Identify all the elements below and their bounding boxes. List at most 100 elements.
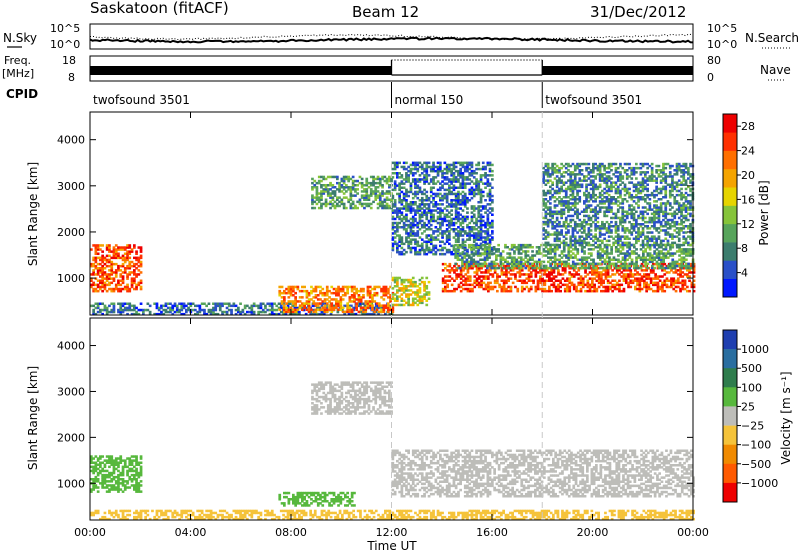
heatmap-cell — [492, 252, 496, 255]
heatmap-cell — [268, 304, 272, 308]
heatmap-cell — [365, 190, 369, 193]
heatmap-cell — [481, 207, 485, 210]
heatmap-cell — [487, 287, 490, 291]
heatmap-cell — [468, 236, 472, 239]
heatmap-cell — [441, 180, 444, 183]
heatmap-cell — [597, 279, 601, 282]
heatmap-cell — [358, 202, 362, 206]
heatmap-cell — [434, 246, 438, 250]
heatmap-cell — [595, 289, 599, 293]
heatmap-cell — [562, 164, 566, 168]
heatmap-cell — [513, 250, 516, 253]
heatmap-cell — [409, 228, 413, 231]
heatmap-cell — [484, 283, 488, 287]
heatmap-cell — [686, 273, 689, 276]
heatmap-cell — [402, 289, 406, 292]
heatmap-cell — [486, 217, 490, 221]
heatmap-cell — [642, 256, 645, 259]
heatmap-cell — [407, 190, 410, 194]
heatmap-cell — [612, 237, 615, 240]
heatmap-cell — [616, 208, 620, 211]
heatmap-cell — [331, 204, 335, 208]
heatmap-cell — [402, 285, 406, 288]
heatmap-cell — [246, 304, 249, 308]
heatmap-cell — [587, 235, 591, 238]
heatmap-cell — [560, 229, 563, 232]
heatmap-cell — [672, 283, 676, 287]
heatmap-cell — [180, 304, 184, 308]
heatmap-cell — [443, 192, 447, 196]
heatmap-cell — [128, 271, 132, 274]
heatmap-cell — [135, 258, 138, 262]
heatmap-cell — [448, 262, 452, 266]
heatmap-cell — [454, 199, 458, 202]
heatmap-cell — [325, 308, 329, 311]
heatmap-cell — [598, 239, 602, 243]
heatmap-cell — [457, 236, 460, 239]
heatmap-cell — [654, 275, 657, 278]
heatmap-cell — [472, 176, 476, 179]
heatmap-cell — [585, 206, 588, 209]
heatmap-cell — [182, 312, 186, 316]
heatmap-cell — [336, 198, 339, 201]
heatmap-cell — [481, 243, 485, 247]
heatmap-cell — [528, 246, 532, 249]
heatmap-cell — [477, 161, 481, 165]
heatmap-cell — [531, 258, 534, 261]
heatmap-cell — [278, 308, 282, 311]
heatmap-cell — [592, 266, 595, 270]
heatmap-cell — [692, 279, 696, 282]
heatmap-cell — [506, 256, 509, 259]
heatmap-cell — [221, 310, 224, 314]
heatmap-cell — [542, 179, 545, 182]
heatmap-cell — [466, 279, 470, 282]
heatmap-cell — [583, 239, 586, 243]
heatmap-cell — [117, 269, 120, 272]
heatmap-cell — [562, 210, 566, 213]
heatmap-cell — [569, 171, 573, 174]
heatmap-cell — [576, 252, 580, 255]
heatmap-cell — [548, 271, 551, 274]
heatmap-cell — [335, 304, 338, 307]
heatmap-cell — [345, 175, 348, 179]
heatmap-cell — [283, 289, 286, 293]
heatmap-cell — [614, 198, 618, 201]
heatmap-cell — [572, 285, 576, 289]
heatmap-cell — [657, 252, 661, 255]
heatmap-cell — [407, 301, 410, 305]
heatmap-cell — [393, 161, 397, 165]
heatmap-cell — [614, 235, 618, 238]
heatmap-cell — [583, 220, 586, 224]
heatmap-cell — [644, 260, 647, 264]
heatmap-cell — [618, 287, 621, 291]
heatmap-cell — [567, 164, 570, 168]
heatmap-cell — [562, 223, 566, 226]
heatmap-cell — [629, 273, 633, 276]
heatmap-cell — [614, 225, 618, 228]
heatmap-cell — [553, 204, 557, 207]
heatmap-cell — [461, 201, 465, 204]
heatmap-cell — [373, 300, 377, 303]
heatmap-cell — [557, 271, 560, 274]
heatmap-cell — [631, 281, 635, 285]
heatmap-cell — [556, 248, 559, 251]
heatmap-cell — [99, 262, 102, 266]
heatmap-cell — [558, 262, 561, 266]
heatmap-cell — [605, 185, 609, 189]
heatmap-cell — [615, 283, 619, 287]
heatmap-cell — [475, 267, 479, 270]
heatmap-cell — [666, 256, 670, 259]
heatmap-cell — [407, 289, 410, 292]
heatmap-cell — [470, 163, 474, 167]
heatmap-cell — [325, 291, 329, 295]
heatmap-cell — [441, 174, 444, 177]
heatmap-cell — [294, 285, 297, 289]
heatmap-cell — [678, 250, 681, 253]
heatmap-cell — [351, 194, 355, 197]
heatmap-cell — [94, 287, 98, 291]
heatmap-cell — [402, 182, 406, 185]
heatmap-cell — [105, 258, 109, 262]
heatmap-cell — [692, 285, 696, 289]
heatmap-cell — [457, 252, 460, 256]
heatmap-cell — [400, 203, 404, 206]
